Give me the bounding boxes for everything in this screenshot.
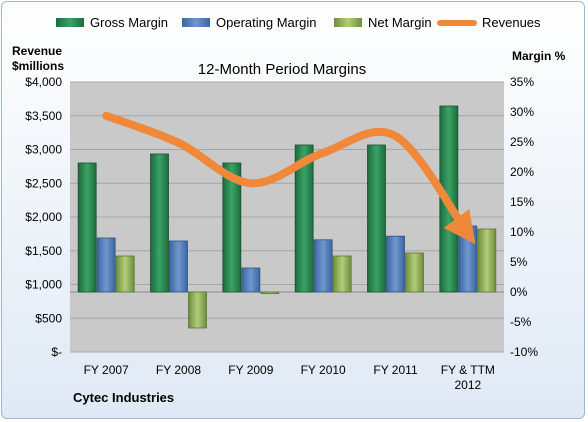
revenue-line-series — [102, 111, 476, 245]
legend: Gross Margin Operating Margin Net Margin… — [56, 15, 541, 30]
left-axis-title-line2: $millions — [12, 59, 64, 73]
right-axis-tick-label: 15% — [510, 195, 534, 209]
right-axis-ticks: -10% -5% 0% 5% 10% 15% 20% 25% 30% 35% — [510, 75, 538, 359]
legend-label-operating-margin: Operating Margin — [216, 15, 316, 30]
chart-title: 12-Month Period Margins — [198, 61, 366, 78]
bar-net-margin — [477, 228, 497, 293]
legend-label-net-margin: Net Margin — [368, 15, 432, 30]
bar-operating-margin — [241, 267, 261, 293]
right-axis-title: Margin % — [512, 49, 566, 63]
category-tick-label: FY 2008 — [156, 363, 201, 377]
right-axis-tick-label: 20% — [510, 165, 534, 179]
revenue-line — [102, 111, 476, 245]
left-axis-tick-label: $500 — [35, 311, 62, 325]
bar-net-margin — [405, 252, 424, 293]
bar-operating-margin — [96, 237, 116, 293]
category-tick-label-line: 2012 — [454, 378, 481, 392]
category-tick-label-line: FY 2011 — [373, 363, 418, 377]
bar-gross-margin — [367, 144, 386, 293]
bar-operating-margin — [386, 235, 405, 293]
category-axis-ticks: FY 2007 FY 2008 FY 2009 FY 2010 FY 2011 FY & … — [84, 363, 495, 392]
category-tick-label-line: FY 2007 — [84, 363, 129, 377]
right-axis-tick-label: 35% — [510, 75, 534, 89]
bar-operating-margin — [169, 240, 188, 293]
category-tick-label: FY 2007 — [84, 363, 129, 377]
bar-gross-margin — [222, 162, 242, 293]
company-label: Cytec Industries — [73, 390, 174, 405]
category-tick-label-line: FY 2008 — [156, 363, 201, 377]
category-tick-label-line: FY 2009 — [228, 363, 273, 377]
bar-net-margin — [332, 255, 352, 293]
left-axis-tick-label: $1,500 — [25, 244, 62, 258]
right-axis-tick-label: -10% — [510, 345, 538, 359]
category-tick-label-line: FY & TTM — [441, 363, 495, 377]
category-tick-label: FY 2010 — [301, 363, 346, 377]
left-axis-tick-label: $3,000 — [25, 143, 62, 157]
right-axis-tick-label: 25% — [510, 135, 534, 149]
right-axis-tick-label: 0% — [510, 285, 528, 299]
bar-net-margin — [115, 255, 135, 293]
category-tick-label: FY 2009 — [228, 363, 273, 377]
left-axis-tick-label: $- — [51, 345, 62, 359]
left-axis-tick-label: $2,500 — [25, 176, 62, 190]
bar-gross-margin — [150, 153, 169, 293]
legend-label-revenues: Revenues — [482, 15, 541, 30]
left-axis-tick-label: $3,500 — [25, 109, 62, 123]
bar-gross-margin — [77, 162, 97, 293]
bar-net-margin — [188, 291, 207, 329]
left-axis-ticks: $- $500 $1,000 $1,500 $2,000 $2,500 $3,000 $3,5… — [25, 75, 62, 359]
bar-operating-margin — [313, 239, 333, 293]
category-tick-label-line: FY 2010 — [301, 363, 346, 377]
left-axis-tick-label: $1,000 — [25, 278, 62, 292]
legend-label-gross-margin: Gross Margin — [90, 15, 168, 30]
left-axis-tick-label: $2,000 — [25, 210, 62, 224]
legend-swatch-gross-margin — [56, 18, 84, 27]
legend-swatch-operating-margin — [182, 18, 210, 27]
bar-net-margin — [260, 291, 280, 294]
category-tick-label: FY & TTM 2012 — [441, 363, 495, 392]
right-axis-tick-label: 10% — [510, 225, 534, 239]
category-tick-label: FY 2011 — [373, 363, 418, 377]
right-axis-tick-label: -5% — [510, 315, 532, 329]
right-axis-tick-label: 5% — [510, 255, 528, 269]
left-axis-tick-label: $4,000 — [25, 75, 62, 89]
legend-swatch-net-margin — [334, 18, 362, 27]
right-axis-tick-label: 30% — [510, 105, 534, 119]
bar-gross-margin — [294, 144, 314, 293]
left-axis-title-line1: Revenue — [12, 44, 62, 58]
